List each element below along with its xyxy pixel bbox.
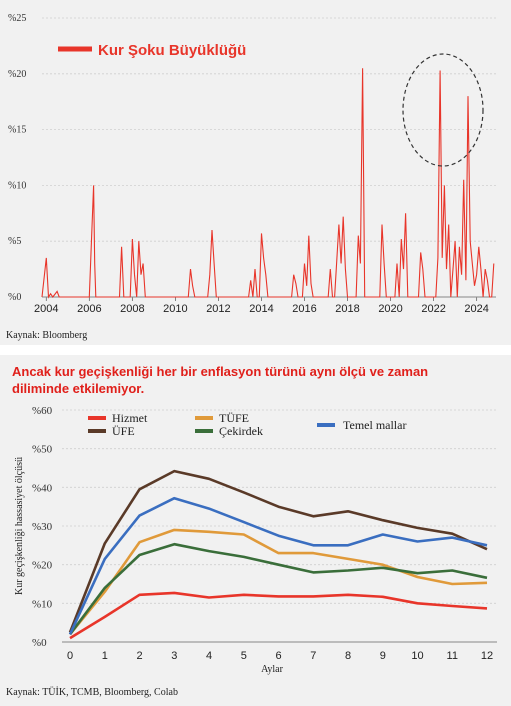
chart2-x-tick: 8	[345, 650, 351, 662]
chart2-series-line-1	[68, 469, 488, 633]
chart1-highlight-circle	[402, 53, 484, 167]
chart2-y-tick: %0	[32, 637, 47, 649]
chart2-series-line-2	[68, 528, 488, 636]
chart2-series-line-3	[68, 542, 488, 636]
chart2-x-tick: 5	[241, 650, 247, 662]
chart1-x-tick: 2004	[34, 303, 58, 315]
pass-through-svg: %0%10%20%30%40%50%600 1 2 3 4 5 6 7 8 9 10 11 12Ayla…	[14, 405, 497, 675]
chart1-x-tick: 2008	[120, 303, 144, 315]
chart2-x-tick: 10	[411, 650, 423, 662]
chart1-x-tick: 2006	[77, 303, 101, 315]
chart2-source: Kaynak: TÜİK, TCMB, Bloomberg, Colab	[6, 687, 178, 698]
chart2-x-tick: 9	[380, 650, 386, 662]
chart1-y-tick: %15	[8, 125, 26, 136]
chart2-x-tick: 7	[310, 650, 316, 662]
chart1-y-tick: %5	[8, 236, 21, 247]
chart2-series-line-4	[68, 496, 488, 635]
chart1-source: Kaynak: Bloomberg	[6, 330, 88, 341]
chart1-x-tick: 2020	[378, 303, 402, 315]
chart1-x-tick: 2022	[421, 303, 445, 315]
chart2-title: Ancak kur geçişkenliği her bir enflasyon…	[12, 364, 429, 396]
chart1-x-tick: 2018	[335, 303, 359, 315]
exchange-shock-svg: %0 %5 %10 %15 %20 %25 2004 2006 2008 2010 2012 2014…	[8, 13, 496, 315]
chart1-series-line	[41, 68, 495, 299]
chart1-x-tick: 2012	[206, 303, 230, 315]
chart2-x-tick: 6	[275, 650, 281, 662]
exchange-shock-chart: %0 %5 %10 %15 %20 %25 2004 2006 2008 2010 2012 2014…	[0, 0, 511, 345]
chart1-y-tick: %20	[8, 69, 26, 80]
chart2-y-tick: %10	[32, 598, 53, 610]
chart2-legend-label-4: Temel mallar	[343, 418, 406, 432]
chart2-legend-label-0: Hizmet	[112, 411, 148, 425]
chart2-x-tick: 2	[136, 650, 142, 662]
chart1-legend-label: Kur Şoku Büyüklüğü	[98, 42, 246, 59]
chart2-x-tick: 0	[67, 650, 73, 662]
chart2-x-tick: 4	[206, 650, 212, 662]
chart2-legend-label-2: TÜFE	[219, 411, 249, 425]
chart2-y-tick: %30	[32, 521, 53, 533]
chart2-x-tick: 12	[481, 650, 493, 662]
chart1-x-tick: 2014	[249, 303, 273, 315]
chart2-legend-label-3: Çekirdek	[219, 424, 263, 438]
chart2-series-line-0	[69, 591, 488, 640]
chart2-x-tick: 1	[102, 650, 108, 662]
chart2-legend-label-1: ÜFE	[112, 424, 135, 438]
chart2-y-label: Kur geçişkenliği hassasiyet ölçüsü	[14, 457, 25, 595]
chart2-x-tick: 3	[171, 650, 177, 662]
chart1-y-tick: %25	[8, 13, 26, 24]
chart2-x-tick: 11	[447, 650, 458, 662]
chart1-x-tick: 2016	[292, 303, 316, 315]
chart2-y-tick: %20	[32, 560, 53, 572]
chart1-x-tick: 2024	[464, 303, 488, 315]
chart2-y-tick: %40	[32, 482, 53, 494]
chart1-y-tick: %10	[8, 180, 26, 191]
pass-through-chart: Ancak kur geçişkenliği her bir enflasyon…	[0, 355, 511, 706]
chart1-y-tick: %0	[8, 292, 21, 303]
chart1-x-tick: 2010	[163, 303, 187, 315]
chart2-y-tick: %50	[32, 444, 53, 456]
chart2-x-label: Aylar	[261, 664, 284, 675]
chart2-y-tick: %60	[32, 405, 53, 417]
